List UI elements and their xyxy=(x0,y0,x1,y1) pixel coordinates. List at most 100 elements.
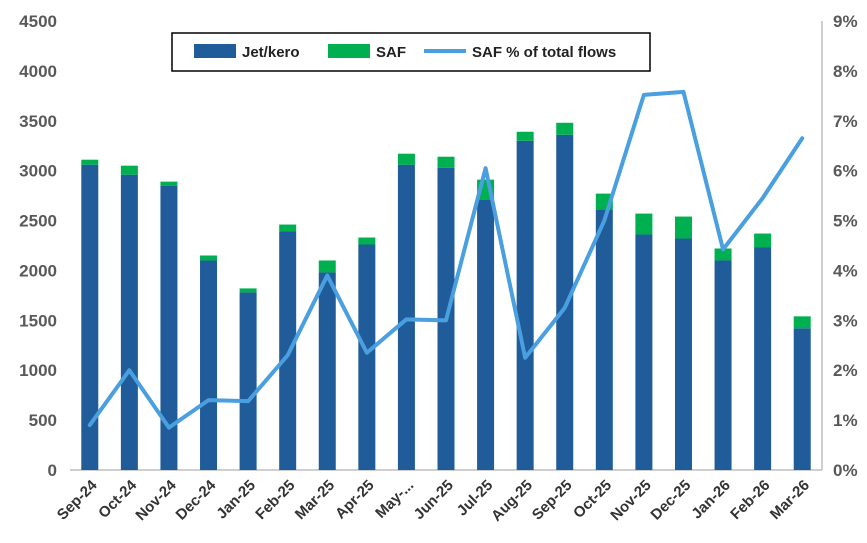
y-right-tick-label: 4% xyxy=(833,261,858,280)
bar-jet-kero xyxy=(714,260,732,470)
bars xyxy=(81,122,811,470)
y-right-tick-label: 8% xyxy=(833,62,858,81)
y-right-tick-label: 1% xyxy=(833,411,858,430)
line-point xyxy=(88,423,92,427)
x-category-label: Jan-25 xyxy=(213,477,259,523)
bar-saf xyxy=(793,316,811,329)
bar-jet-kero xyxy=(635,234,653,470)
x-category-label: Jan-26 xyxy=(688,477,734,523)
bar-saf xyxy=(160,181,178,186)
bar-jet-kero xyxy=(754,247,772,470)
line-point xyxy=(286,353,290,357)
bar-saf xyxy=(200,255,218,261)
x-category-label: Dec-25 xyxy=(647,477,694,524)
y-left-tick-label: 4000 xyxy=(19,62,57,81)
bar-saf xyxy=(674,216,692,239)
bar-saf xyxy=(239,288,257,293)
line-point xyxy=(167,426,171,430)
y-right-tick-label: 2% xyxy=(833,361,858,380)
bar-jet-kero xyxy=(516,140,534,470)
bar-saf xyxy=(358,237,376,245)
bar-saf xyxy=(754,233,772,248)
bar-jet-kero xyxy=(793,328,811,470)
x-category-label: Feb-25 xyxy=(252,477,298,523)
x-category-label: Oct-25 xyxy=(570,477,615,522)
bar-jet-kero xyxy=(477,199,495,470)
legend-label-saf-pct: SAF % of total flows xyxy=(472,44,616,61)
line-point xyxy=(404,317,408,321)
x-category-label: Sep-24 xyxy=(54,476,101,523)
y-left-tick-label: 0 xyxy=(48,461,57,480)
bar-jet-kero xyxy=(160,185,178,470)
bar-saf xyxy=(397,153,415,165)
bar-saf xyxy=(120,165,138,175)
y-right-tick-label: 0% xyxy=(833,461,858,480)
x-category-label: Apr-25 xyxy=(332,477,378,523)
x-category-label: Jun-25 xyxy=(411,477,457,523)
bar-jet-kero xyxy=(200,260,218,470)
x-category-label: May-... xyxy=(372,477,417,522)
x-category-label: Aug-25 xyxy=(488,477,536,525)
line-point xyxy=(681,90,685,94)
bar-jet-kero xyxy=(556,134,574,470)
line-point xyxy=(325,273,329,277)
bar-jet-kero xyxy=(239,292,257,470)
bar-saf xyxy=(516,131,534,141)
y-left-tick-label: 2000 xyxy=(19,261,57,280)
y-right-axis: 0% 1% 2% 3% 4% 5% 6% 7% 8% 9% xyxy=(833,12,858,480)
y-right-tick-label: 3% xyxy=(833,311,858,330)
bar-jet-kero xyxy=(81,164,99,470)
bar-jet-kero xyxy=(318,272,336,470)
bar-saf xyxy=(81,159,99,165)
x-category-label: Nov-25 xyxy=(607,477,654,524)
legend-swatch-jet-kero xyxy=(194,44,236,58)
legend-label-saf: SAF xyxy=(376,44,406,61)
bar-saf xyxy=(279,224,297,232)
y-right-tick-label: 5% xyxy=(833,212,858,231)
x-category-label: Mar-25 xyxy=(292,477,338,523)
x-category-label: Sep-25 xyxy=(529,477,576,524)
bar-saf xyxy=(556,122,574,135)
x-category-label: Feb-26 xyxy=(727,477,773,523)
x-category-label: Nov-24 xyxy=(132,476,180,524)
line-point xyxy=(800,136,804,140)
y-right-tick-label: 9% xyxy=(833,12,858,31)
y-left-tick-label: 500 xyxy=(29,411,57,430)
legend-box xyxy=(171,32,651,72)
line-point xyxy=(721,247,725,251)
y-left-tick-label: 4500 xyxy=(19,12,57,31)
line-point xyxy=(444,318,448,322)
line-point xyxy=(523,356,527,360)
category-labels: Sep-24Oct-24Nov-24Dec-24Jan-25Feb-25Mar-… xyxy=(54,476,813,524)
legend-label-jet-kero: Jet/kero xyxy=(242,44,300,61)
line-point xyxy=(365,351,369,355)
legend-swatch-saf xyxy=(328,44,370,58)
y-right-tick-label: 6% xyxy=(833,162,858,181)
line-point xyxy=(602,219,606,223)
bar-jet-kero xyxy=(358,244,376,470)
bar-saf xyxy=(714,248,732,261)
y-left-tick-label: 3000 xyxy=(19,162,57,181)
line-point xyxy=(127,368,131,372)
x-category-label: Dec-24 xyxy=(173,476,220,523)
line-point xyxy=(246,399,250,403)
bar-saf xyxy=(437,156,455,168)
line-point xyxy=(761,196,765,200)
y-left-tick-label: 1000 xyxy=(19,361,57,380)
y-left-tick-label: 1500 xyxy=(19,311,57,330)
line-series xyxy=(87,89,805,430)
bar-jet-kero xyxy=(120,174,138,470)
bar-saf xyxy=(635,213,653,235)
line-point xyxy=(563,306,567,310)
y-left-tick-label: 2500 xyxy=(19,212,57,231)
bar-saf xyxy=(318,260,336,273)
x-category-label: Mar-26 xyxy=(767,477,813,523)
line-point xyxy=(484,166,488,170)
bar-jet-kero xyxy=(595,209,613,470)
y-left-tick-label: 3500 xyxy=(19,112,57,131)
y-right-tick-label: 7% xyxy=(833,112,858,131)
bar-jet-kero xyxy=(674,238,692,470)
line-point xyxy=(207,398,211,402)
y-left-axis: 0 500 1000 1500 2000 2500 3000 3500 4000 4500 xyxy=(19,12,57,480)
